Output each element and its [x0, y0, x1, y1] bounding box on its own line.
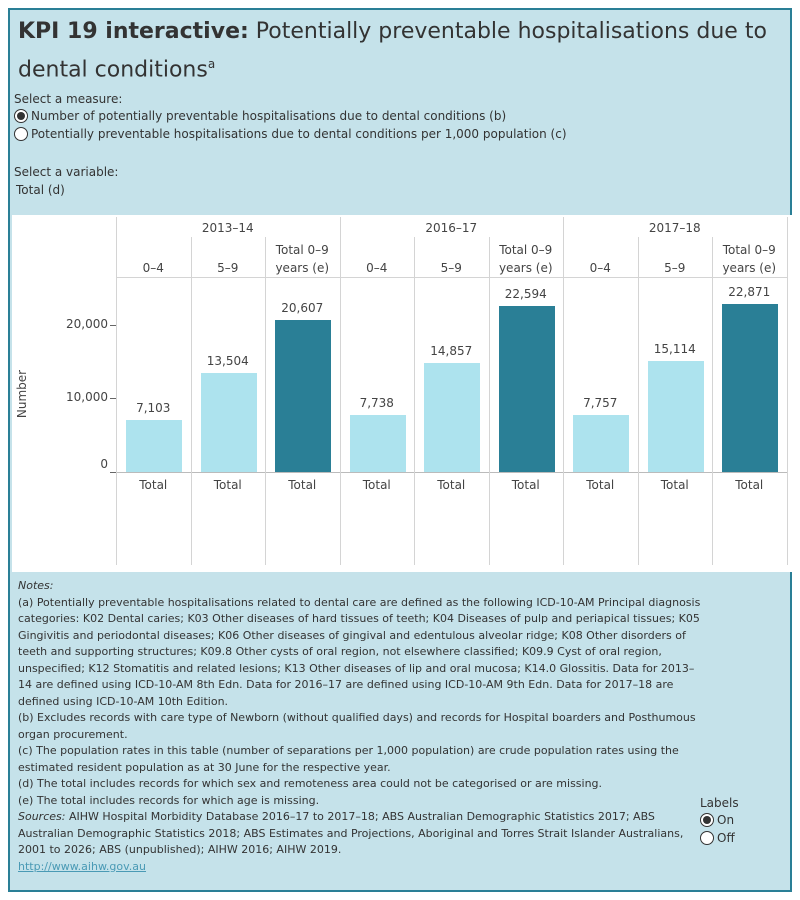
age-group-header: 0–4: [589, 261, 611, 275]
year-divider: [116, 217, 117, 565]
radio-selected-icon[interactable]: [14, 109, 28, 123]
labels-toggle-title: Labels: [700, 796, 739, 810]
year-header: 2017–18: [648, 221, 701, 235]
bar-total: [722, 303, 778, 472]
x-category-label: Total: [511, 478, 540, 492]
year-header: 2013–14: [201, 221, 254, 235]
y-tick-label: 0: [100, 457, 108, 471]
note-e: (e) The total includes records for which…: [18, 793, 320, 807]
option-label: Number of potentially preventable hospit…: [31, 109, 507, 123]
labels-on-option[interactable]: On: [700, 813, 734, 827]
option-label: Off: [717, 831, 735, 845]
measure-option-number[interactable]: Number of potentially preventable hospit…: [14, 109, 506, 123]
bar-age-group: [647, 360, 704, 472]
title-text: Potentially preventable hospitalisations…: [18, 19, 767, 83]
age-group-header: 0–4: [366, 261, 388, 275]
y-tick: [110, 398, 116, 400]
sources-label: Sources:: [18, 810, 66, 823]
notes-heading: Notes:: [18, 579, 54, 592]
note-b: (b) Excludes records with care type of N…: [18, 711, 696, 741]
measure-label: Select a measure:: [14, 92, 123, 106]
year-divider: [563, 217, 564, 565]
x-category-label: Total: [213, 478, 242, 492]
title-bold: KPI 19 interactive:: [18, 19, 249, 44]
bar-total: [498, 305, 555, 472]
data-label: 22,594: [504, 286, 547, 301]
x-category-label: Total: [288, 478, 317, 492]
labels-off-option[interactable]: Off: [700, 831, 735, 845]
title-footnote: a: [207, 57, 216, 71]
sources-text: AIHW Hospital Morbidity Database 2016–17…: [18, 810, 684, 856]
bar-age-group: [424, 362, 480, 472]
header-divider: [116, 277, 787, 278]
dashboard-frame: KPI 19 interactive: Potentially preventa…: [8, 8, 792, 892]
y-axis-title-text: Number: [15, 369, 29, 419]
age-group-header: Total 0–9 years (e): [498, 243, 553, 275]
age-group-header: 0–4: [142, 261, 164, 275]
radio-unselected-icon[interactable]: [700, 831, 714, 845]
age-group-header: 5–9: [217, 261, 239, 275]
notes-section: Notes: (a) Potentially preventable hospi…: [18, 578, 708, 875]
data-label: 7,757: [583, 395, 618, 410]
variable-value[interactable]: Total (d): [16, 183, 65, 197]
column-divider: [488, 237, 490, 565]
data-label: 7,103: [136, 400, 171, 415]
radio-unselected-icon[interactable]: [14, 127, 28, 141]
option-label: Potentially preventable hospitalisations…: [31, 127, 567, 141]
age-group-header: 5–9: [440, 261, 462, 275]
note-a: (a) Potentially preventable hospitalisat…: [18, 595, 701, 708]
data-label: 7,738: [359, 396, 394, 411]
x-category-label: Total: [362, 478, 391, 492]
data-label: 13,504: [206, 353, 249, 368]
age-group-header: 5–9: [664, 261, 686, 275]
y-axis-title: Number: [12, 365, 32, 425]
variable-label: Select a variable:: [14, 165, 119, 179]
column-divider: [712, 237, 713, 565]
x-category-label: Total: [437, 478, 466, 492]
x-category-label: Total: [735, 478, 764, 492]
option-label: On: [717, 813, 735, 827]
column-divider: [637, 237, 639, 565]
year-divider: [786, 217, 788, 565]
column-divider: [190, 237, 192, 565]
column-divider: [265, 237, 266, 565]
age-group-header: Total 0–9 years (e): [275, 243, 330, 275]
bar-age-group: [200, 372, 257, 472]
data-label: 14,857: [430, 343, 473, 358]
note-c: (c) The population rates in this table (…: [18, 744, 679, 774]
note-d: (d) The total includes records for which…: [18, 777, 603, 790]
data-label: 20,607: [281, 301, 324, 316]
age-group-header: Total 0–9 years (e): [722, 243, 777, 275]
bar-age-group: [349, 415, 406, 472]
bar-total: [275, 320, 331, 472]
year-header: 2016–17: [425, 221, 478, 235]
data-label: 22,871: [728, 284, 771, 299]
column-divider: [414, 237, 415, 565]
year-divider: [339, 217, 341, 565]
radio-selected-icon[interactable]: [700, 813, 714, 827]
y-tick: [110, 324, 116, 326]
data-label: 15,114: [653, 341, 696, 356]
page-title: KPI 19 interactive: Potentially preventa…: [18, 16, 788, 86]
x-category-label: Total: [660, 478, 689, 492]
y-tick-label: 10,000: [66, 390, 108, 405]
y-tick: [110, 472, 116, 473]
aihw-link[interactable]: http://www.aihw.gov.au: [18, 859, 147, 873]
bar-age-group: [573, 414, 629, 472]
bar-age-group: [126, 419, 182, 472]
sources: Sources: AIHW Hospital Morbidity Databas…: [18, 809, 708, 859]
bar-chart: Number 0 10,000 20,000 2013–14 0–4 7,103 Total…: [12, 215, 792, 572]
x-category-label: Total: [139, 478, 168, 492]
x-axis-line: [116, 472, 787, 473]
x-category-label: Total: [586, 478, 615, 492]
measure-option-rate[interactable]: Potentially preventable hospitalisations…: [14, 127, 567, 141]
y-tick-label: 20,000: [66, 316, 108, 331]
